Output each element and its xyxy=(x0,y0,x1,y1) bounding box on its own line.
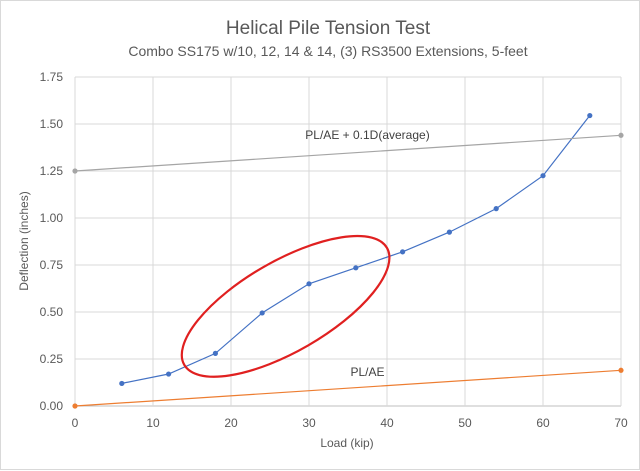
y-tick-labels: 0.00 0.25 0.50 0.75 1.00 1.25 1.50 1.75 xyxy=(40,70,64,413)
series-0-point xyxy=(540,173,546,179)
series-2-point xyxy=(72,168,78,174)
series-0-point xyxy=(493,206,499,212)
x-tick-label: 20 xyxy=(224,416,238,430)
series-1-point xyxy=(72,403,78,409)
series-0-point xyxy=(400,249,406,255)
series-1-point xyxy=(618,367,624,373)
annotation-label: PL/AE xyxy=(350,365,384,379)
series-0-point xyxy=(259,310,265,316)
series-0-point xyxy=(166,371,172,377)
annotation-label: PL/AE + 0.1D(average) xyxy=(305,128,429,142)
series-0-point xyxy=(306,281,312,287)
y-tick-label: 1.75 xyxy=(40,70,64,84)
series-0-point xyxy=(212,350,218,356)
x-tick-label: 70 xyxy=(614,416,628,430)
y-tick-label: 1.00 xyxy=(40,211,64,225)
x-tick-label: 50 xyxy=(458,416,472,430)
x-tick-label: 10 xyxy=(146,416,160,430)
series-2-point xyxy=(618,132,624,138)
y-tick-label: 0.25 xyxy=(40,352,64,366)
x-tick-labels: 0 10 20 30 40 50 60 70 xyxy=(72,416,628,430)
annotations: PL/AE + 0.1D(average) PL/AE xyxy=(305,128,429,379)
chart-title: Helical Pile Tension Test xyxy=(226,18,431,39)
series-0-point xyxy=(119,380,125,387)
x-tick-label: 0 xyxy=(72,416,79,430)
x-tick-label: 60 xyxy=(536,416,550,430)
y-tick-label: 0.75 xyxy=(40,258,64,272)
x-axis-label: Load (kip) xyxy=(320,436,373,450)
series-2-line xyxy=(74,134,622,172)
series-0-point xyxy=(587,112,593,119)
y-tick-label: 0.50 xyxy=(40,305,64,319)
y-tick-label: 0.00 xyxy=(40,399,64,413)
highlight-ellipse xyxy=(180,234,391,378)
series-1-line xyxy=(74,369,622,407)
series-0-point xyxy=(446,229,452,235)
x-tick-label: 30 xyxy=(302,416,316,430)
series-0-line xyxy=(121,115,591,384)
chart-subtitle: Combo SS175 w/10, 12, 14 & 14, (3) RS350… xyxy=(128,43,527,59)
series-group xyxy=(72,112,624,409)
y-tick-label: 1.50 xyxy=(40,117,64,131)
gridlines xyxy=(74,76,622,407)
x-tick-label: 40 xyxy=(380,416,394,430)
series-0-point xyxy=(353,265,359,271)
y-tick-label: 1.25 xyxy=(40,164,64,178)
y-axis-label: Deflection (inches) xyxy=(17,191,31,290)
